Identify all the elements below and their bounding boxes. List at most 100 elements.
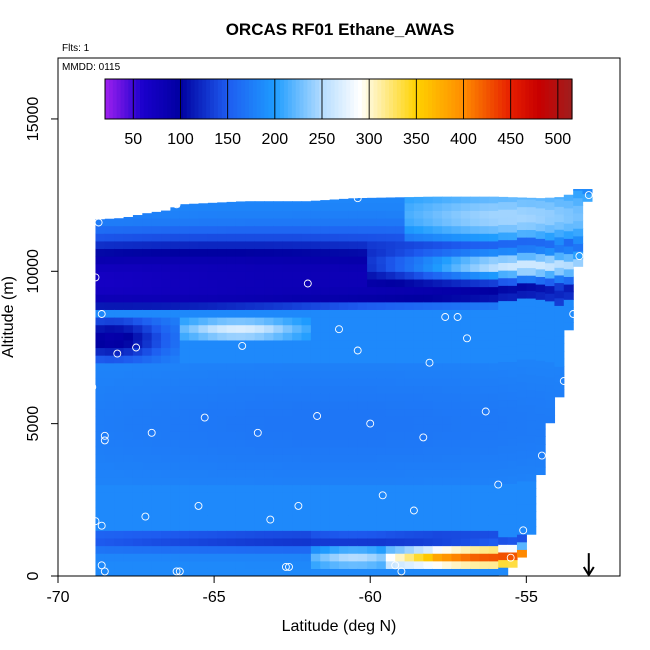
heatmap-cell <box>348 317 359 326</box>
heatmap-cell <box>142 499 153 509</box>
heatmap-cell <box>348 515 359 524</box>
heatmap-cell <box>132 240 143 250</box>
heatmap-cell <box>320 347 331 356</box>
heatmap-cell <box>179 545 190 554</box>
heatmap-cell <box>179 263 190 272</box>
heatmap-cell <box>367 560 378 569</box>
heatmap-cell <box>245 217 256 227</box>
heatmap-cell <box>367 248 378 257</box>
heatmap-cell <box>235 385 246 394</box>
heatmap-cell <box>376 347 387 356</box>
heatmap-cell <box>563 238 574 247</box>
heatmap-cell <box>470 446 481 455</box>
heatmap-cell <box>245 484 256 493</box>
heatmap-cell <box>217 461 228 470</box>
heatmap-cell <box>526 435 537 444</box>
heatmap-cell <box>348 553 359 562</box>
heatmap-cell <box>348 568 359 576</box>
heatmap-cell <box>320 370 331 379</box>
colorbar-tick-label: 250 <box>309 131 336 148</box>
heatmap-cell <box>104 393 115 402</box>
heatmap-cell <box>498 521 509 530</box>
heatmap-cell <box>198 225 209 234</box>
heatmap-cell <box>254 355 265 364</box>
heatmap-cell <box>488 332 499 341</box>
heatmap-cell <box>151 507 162 516</box>
heatmap-cell <box>151 324 162 333</box>
heatmap-cell <box>432 362 443 371</box>
heatmap-cell <box>273 355 284 364</box>
heatmap-cell <box>254 484 265 493</box>
heatmap-cell <box>142 271 153 280</box>
colorbar-segment <box>178 79 184 119</box>
heatmap-cell <box>132 347 143 356</box>
heatmap-cell <box>507 300 518 309</box>
heatmap-cell <box>339 317 349 326</box>
heatmap-cell <box>320 301 331 310</box>
heatmap-cell <box>395 515 406 524</box>
heatmap-cell <box>582 193 593 202</box>
colorbar-segment <box>490 79 495 119</box>
heatmap-cell <box>282 416 293 425</box>
heatmap-cell <box>507 262 518 271</box>
heatmap-cell <box>479 484 490 493</box>
heatmap-cell <box>460 522 471 531</box>
heatmap-cell <box>329 309 340 318</box>
heatmap-cell <box>488 499 499 509</box>
heatmap-cell <box>132 454 143 463</box>
heatmap-cell <box>189 461 200 470</box>
heatmap-cell <box>413 278 424 288</box>
heatmap-cell <box>385 210 396 219</box>
heatmap-cell <box>254 515 265 524</box>
heatmap-cell <box>198 537 209 547</box>
heatmap-cell <box>301 568 312 576</box>
heatmap-cell <box>282 202 293 211</box>
x-axis: -70 -65 -60 -55 <box>46 576 538 606</box>
heatmap-cell <box>161 263 171 272</box>
y-tick-label: 0 <box>25 571 42 580</box>
heatmap-cell <box>357 530 368 539</box>
heatmap-cell <box>395 301 406 310</box>
heatmap-cell <box>235 339 246 349</box>
heatmap-cell <box>235 568 246 576</box>
heatmap-cell <box>545 369 556 378</box>
heatmap-cell <box>498 437 509 446</box>
heatmap-cell <box>357 233 368 242</box>
heatmap-cell <box>179 438 190 448</box>
heatmap-cell <box>498 544 509 553</box>
heatmap-cell <box>516 366 527 375</box>
heatmap-cell <box>545 270 556 279</box>
heatmap-cell <box>348 240 359 250</box>
heatmap-cell <box>404 332 415 341</box>
heatmap-cell <box>189 339 200 349</box>
heatmap-cell <box>310 537 321 547</box>
heatmap-cell <box>479 196 490 204</box>
heatmap-cell <box>404 568 415 576</box>
heatmap-cell <box>226 225 237 234</box>
heatmap-cell <box>479 370 490 379</box>
heatmap-cell <box>395 469 406 478</box>
sample-point <box>285 562 293 571</box>
flights-label: Flts: 1 <box>62 43 90 54</box>
heatmap-cell <box>526 457 537 467</box>
heatmap-cell <box>367 256 378 265</box>
heatmap-cell <box>460 515 471 524</box>
heatmap-cell <box>516 206 527 215</box>
heatmap-cell <box>264 469 275 478</box>
colorbar-segment <box>307 79 312 119</box>
heatmap-cell <box>273 317 284 326</box>
heatmap-cell <box>320 560 331 569</box>
heatmap-cell <box>245 553 256 562</box>
heatmap-cell <box>123 256 134 265</box>
heatmap-cell <box>198 347 209 356</box>
heatmap-cell <box>432 507 443 516</box>
heatmap-cell <box>161 507 171 516</box>
heatmap-cell <box>348 522 359 531</box>
heatmap-cell <box>545 331 556 340</box>
heatmap-cell <box>189 385 200 394</box>
heatmap-cell <box>95 423 106 432</box>
heatmap-cell <box>264 332 275 341</box>
heatmap-cell <box>460 446 471 455</box>
heatmap-cell <box>442 225 452 234</box>
heatmap-cell <box>217 286 228 295</box>
